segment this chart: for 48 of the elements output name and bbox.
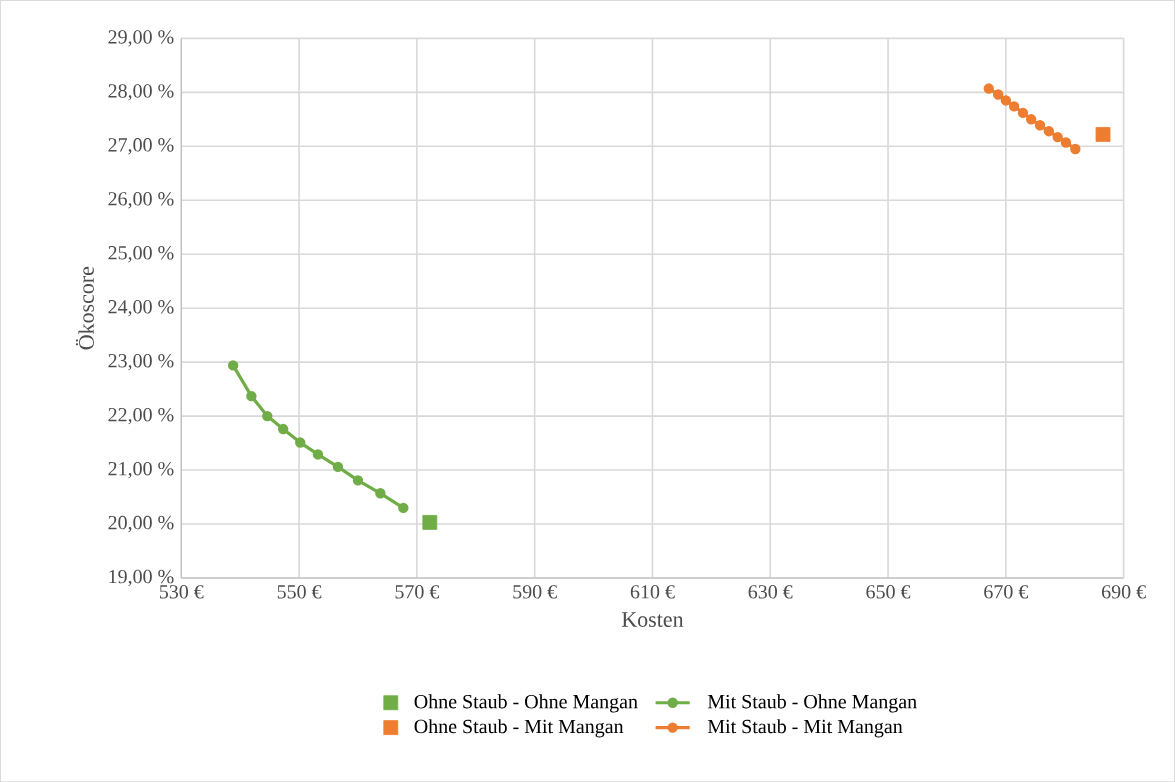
legend-label: Ohne Staub - Mit Mangan	[414, 719, 624, 738]
point	[1052, 131, 1063, 143]
x-tick-label: 550 €	[277, 584, 322, 599]
x-tick-label: 530 €	[159, 584, 204, 599]
point	[1025, 114, 1037, 125]
legend-label: Mit Staub - Ohne Mangan	[707, 694, 917, 713]
y-tick-label: 26,00 %	[108, 191, 174, 209]
y-tick-label: 25,00 %	[108, 245, 174, 263]
x-tick-label: 590 €	[513, 584, 557, 599]
point	[1043, 125, 1055, 137]
y-tick-label: 23,00 %	[108, 353, 174, 371]
y-tick-label: 24,00 %	[108, 299, 174, 317]
y-tick-label: 21,00 %	[108, 461, 174, 479]
x-tick-label: 570 €	[395, 584, 440, 599]
point	[295, 437, 306, 448]
point	[262, 410, 273, 422]
point	[1000, 95, 1012, 106]
point	[422, 514, 438, 530]
y-tick-label: 20,00 %	[108, 515, 174, 533]
x-tick-label: 690 €	[1102, 584, 1146, 599]
point	[312, 449, 324, 460]
point	[1070, 143, 1081, 155]
point	[983, 83, 994, 94]
x-axis-title: Kosten	[621, 612, 684, 627]
point	[277, 423, 289, 435]
point	[1017, 107, 1029, 118]
y-axis-title: Ökoscore	[75, 266, 94, 350]
point	[1060, 137, 1072, 148]
point	[332, 461, 344, 472]
x-tick-label: 650 €	[866, 584, 911, 599]
point	[227, 360, 239, 371]
y-tick-label: 28,00 %	[108, 84, 174, 101]
y-tick-label: 29,00 %	[108, 30, 174, 47]
point	[1008, 101, 1020, 112]
y-tick-label: 27,00 %	[108, 137, 174, 155]
x-tick-label: 630 €	[748, 584, 793, 599]
point	[1095, 126, 1111, 142]
point	[993, 89, 1004, 100]
legend-label: Ohne Staub - Ohne Mangan	[414, 694, 638, 713]
point	[375, 487, 386, 499]
point	[398, 502, 409, 513]
legend-label: Mit Staub - Mit Mangan	[707, 719, 903, 738]
point	[352, 475, 364, 486]
x-tick-label: 670 €	[984, 584, 1029, 599]
y-tick-label: 22,00 %	[108, 407, 174, 425]
x-tick-label: 610 €	[630, 584, 675, 599]
point	[1034, 119, 1046, 131]
point	[246, 390, 257, 402]
